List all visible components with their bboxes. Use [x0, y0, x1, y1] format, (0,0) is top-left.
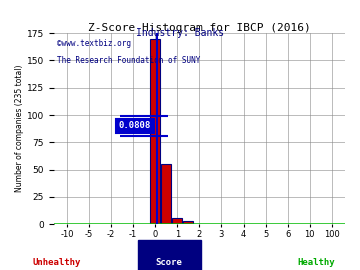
- Bar: [183, 221, 193, 224]
- Text: Healthy: Healthy: [297, 258, 335, 267]
- Text: 0.0808: 0.0808: [119, 122, 151, 130]
- Title: Z-Score Histogram for IBCP (2016): Z-Score Histogram for IBCP (2016): [88, 23, 311, 33]
- Bar: [172, 218, 182, 224]
- Bar: [161, 164, 171, 224]
- Text: Score: Score: [156, 258, 183, 267]
- Text: Unhealthy: Unhealthy: [32, 258, 81, 267]
- Y-axis label: Number of companies (235 total): Number of companies (235 total): [15, 65, 24, 193]
- Text: ©www.textbiz.org: ©www.textbiz.org: [57, 39, 131, 48]
- Bar: [150, 39, 160, 224]
- Text: Industry: Banks: Industry: Banks: [136, 28, 224, 38]
- Text: The Research Foundation of SUNY: The Research Foundation of SUNY: [57, 56, 200, 65]
